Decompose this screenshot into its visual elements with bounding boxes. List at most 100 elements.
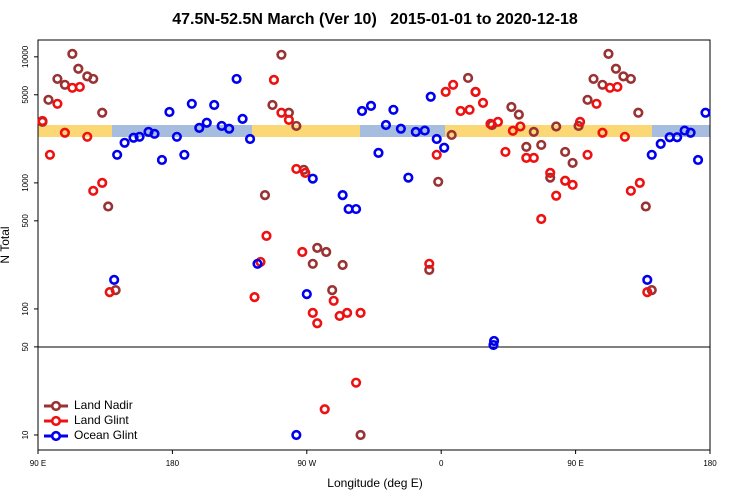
point [612, 81, 623, 93]
point [655, 138, 666, 149]
point [291, 163, 302, 175]
series [109, 73, 711, 441]
y-tick-label: 5000 [21, 85, 30, 103]
x-tick-label: 90 E [30, 459, 46, 468]
point [685, 127, 696, 138]
point [88, 73, 99, 85]
y-tick-label: 50 [21, 342, 30, 351]
point [528, 152, 539, 163]
point [433, 176, 444, 187]
point [574, 116, 586, 127]
point [328, 295, 339, 306]
point [244, 133, 256, 145]
point [560, 146, 571, 158]
point [249, 292, 260, 303]
point [119, 137, 130, 148]
point [588, 73, 599, 85]
point [350, 203, 362, 215]
point [301, 289, 312, 300]
point [337, 259, 348, 271]
point [431, 149, 442, 160]
point [700, 107, 711, 118]
point [276, 49, 287, 60]
point [259, 189, 271, 201]
point [373, 147, 384, 158]
point [545, 167, 556, 178]
point [356, 105, 368, 117]
point [252, 258, 263, 269]
point [186, 98, 197, 109]
x-tick-label: 90 E [567, 459, 583, 468]
x-tick-label: 0 [439, 459, 444, 468]
point [642, 286, 653, 298]
point [337, 189, 348, 201]
point [515, 121, 526, 132]
point [224, 123, 235, 134]
point [291, 120, 302, 132]
point [672, 132, 683, 143]
y-tick-label: 100 [21, 302, 30, 316]
point [171, 131, 182, 142]
x-tick-label: 90 W [297, 459, 316, 468]
x-axis-label: Longitude (deg E) [327, 476, 422, 490]
point [424, 264, 435, 276]
point [610, 63, 622, 74]
point [194, 122, 205, 134]
point [261, 230, 272, 241]
point [403, 172, 414, 183]
point [545, 172, 556, 183]
legend-label: Land Nadir [74, 398, 133, 412]
point [619, 131, 630, 142]
point [276, 107, 287, 118]
point [201, 117, 212, 128]
point [388, 104, 399, 115]
coverage-band [38, 125, 710, 137]
point [488, 339, 499, 351]
point [59, 127, 70, 138]
point [365, 100, 377, 112]
point [488, 335, 500, 347]
y-tick-label: 10000 [21, 45, 30, 68]
point [74, 81, 85, 93]
point [603, 48, 614, 59]
point [440, 86, 451, 97]
point [692, 154, 704, 166]
point [300, 167, 311, 178]
point [640, 201, 651, 212]
x-tick-label: 180 [703, 459, 717, 468]
point [446, 129, 457, 141]
point [536, 139, 547, 151]
series [37, 48, 657, 441]
point [44, 149, 56, 160]
point [448, 79, 459, 90]
point [513, 109, 524, 120]
point [149, 128, 160, 139]
point [209, 99, 220, 111]
point [342, 307, 353, 319]
point [321, 246, 332, 258]
point [52, 98, 63, 109]
point [455, 105, 466, 117]
point [283, 114, 294, 125]
point [268, 74, 280, 86]
point [551, 190, 562, 201]
point [103, 201, 114, 212]
point [633, 107, 644, 118]
point [231, 73, 242, 85]
point [319, 404, 330, 415]
point [67, 48, 78, 59]
point [350, 377, 362, 388]
point [528, 126, 539, 137]
point [470, 86, 481, 98]
point [492, 116, 504, 127]
point [464, 104, 475, 115]
chart-title: 47.5N-52.5N March (Ver 10) 2015-01-01 to… [172, 11, 578, 28]
point [425, 91, 436, 102]
point [625, 73, 636, 85]
point [560, 175, 571, 186]
plot-frame [37, 39, 711, 451]
point [582, 94, 593, 105]
legend-marker [50, 400, 62, 412]
point [591, 98, 602, 109]
